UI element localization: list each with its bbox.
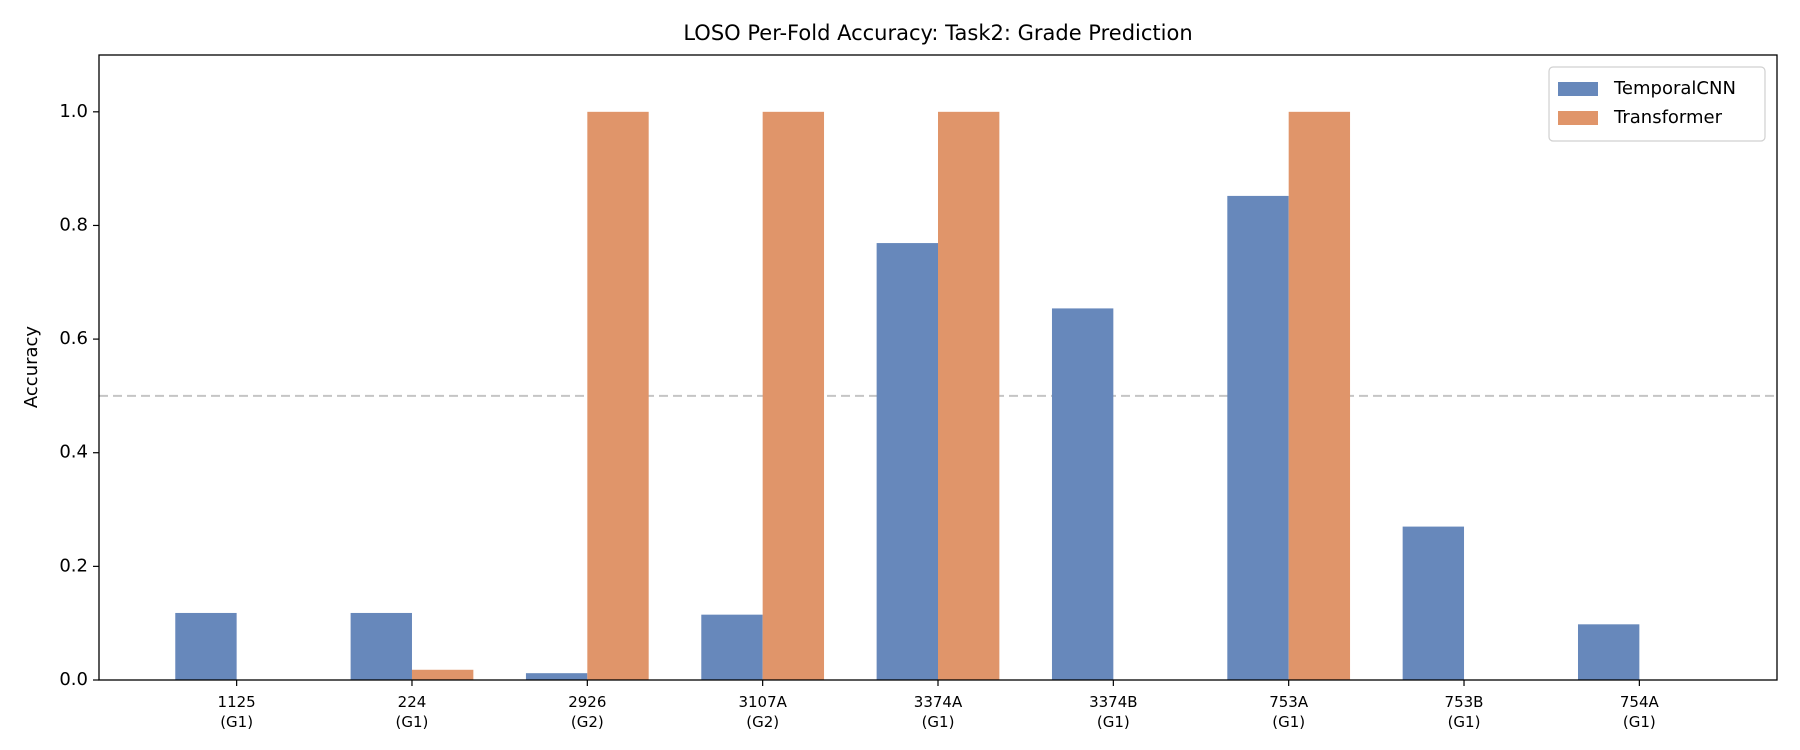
y-tick-label: 0.4 [59, 442, 88, 463]
y-axis-label: Accuracy [21, 326, 42, 409]
bar [1402, 526, 1465, 680]
legend-box [1548, 66, 1766, 142]
x-tick-label: 224 (G1) [396, 693, 429, 731]
y-tick-label: 0.6 [59, 328, 88, 349]
bar [701, 614, 763, 680]
legend-swatch [1558, 111, 1598, 125]
bar [762, 111, 825, 681]
bar [411, 669, 474, 680]
x-tick-label: 1125 (G1) [218, 693, 256, 731]
x-tick-label: 2926 (G2) [568, 693, 606, 731]
x-tick-label: 3107A (G2) [738, 693, 787, 731]
bar [1227, 195, 1289, 680]
legend-swatch [1558, 82, 1598, 96]
bar [1051, 308, 1114, 680]
x-tick-label: 3374B (G1) [1089, 693, 1137, 731]
chart-title: LOSO Per-Fold Accuracy: Task2: Grade Pre… [683, 21, 1192, 45]
x-tick-label: 3374A (G1) [914, 693, 963, 731]
y-tick-label: 1.0 [59, 101, 88, 122]
x-tick-label: 753A (G1) [1269, 693, 1309, 731]
y-tick-label: 0.8 [59, 214, 88, 235]
bar [525, 673, 588, 680]
x-tick-label: 754A (G1) [1620, 693, 1660, 731]
bar [175, 612, 237, 680]
y-tick-label: 0.0 [59, 669, 88, 690]
y-tick-label: 0.2 [59, 555, 88, 576]
bar [350, 612, 412, 680]
bar [587, 111, 649, 681]
x-tick-label: 753B (G1) [1445, 693, 1484, 731]
legend-label: TemporalCNN [1613, 78, 1736, 99]
plot-frame [98, 54, 1778, 681]
legend-label: Transformer [1613, 107, 1723, 128]
bar [1288, 111, 1351, 681]
bar [1577, 624, 1640, 680]
bar [876, 243, 938, 680]
bar [938, 111, 1000, 681]
